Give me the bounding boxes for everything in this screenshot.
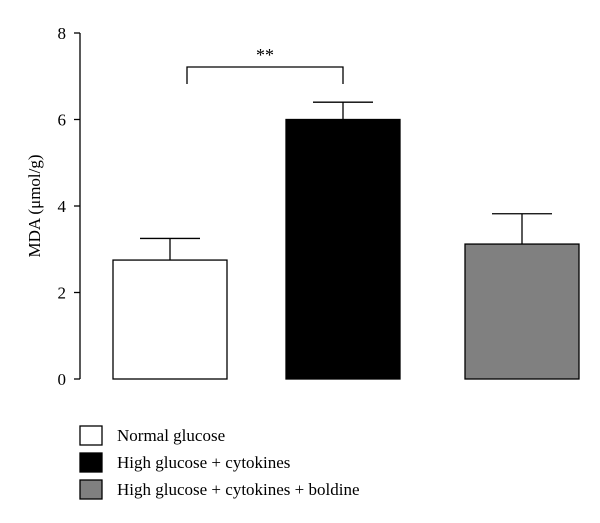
y-tick-label: 6 xyxy=(58,111,67,130)
legend-entry: High glucose + cytokines xyxy=(117,453,290,472)
y-tick-label: 2 xyxy=(58,284,67,303)
error-bars xyxy=(140,101,552,261)
significance-label: ** xyxy=(256,45,274,65)
significance-bracket xyxy=(186,66,344,84)
y-tick-label: 8 xyxy=(58,24,67,43)
y-axis-label: MDA (μmol/g) xyxy=(25,154,44,257)
legend-entry: High glucose + cytokines + boldine xyxy=(117,480,360,499)
legend-swatch xyxy=(79,479,103,500)
y-tick-label: 4 xyxy=(58,197,67,216)
significance-annotation: ** xyxy=(186,45,344,84)
bar xyxy=(112,259,228,380)
legend-entry: Normal glucose xyxy=(117,426,225,445)
legend-swatch xyxy=(79,452,103,473)
bar xyxy=(464,243,580,380)
axes: 0 2 4 6 8 xyxy=(58,24,81,389)
legend-swatch xyxy=(79,425,103,446)
bars xyxy=(112,118,580,380)
y-tick-label: 0 xyxy=(58,370,67,389)
bar xyxy=(285,118,401,380)
legend: Normal glucose High glucose + cytokines Hi… xyxy=(79,425,360,500)
